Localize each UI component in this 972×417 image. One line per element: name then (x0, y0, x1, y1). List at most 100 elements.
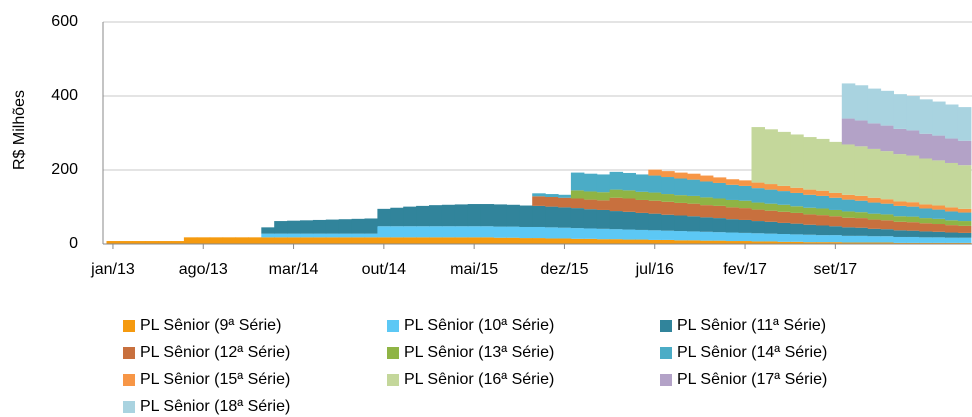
area-segment (622, 198, 636, 212)
area-segment (570, 228, 585, 239)
area-segment (532, 205, 546, 227)
area-segment (196, 237, 211, 244)
area-segment (661, 177, 675, 195)
area-segment (880, 236, 894, 243)
area-segment (467, 226, 482, 238)
legend-label: PL Sênior (16ª Série) (404, 371, 554, 388)
area-segment (609, 211, 624, 230)
area-segment (429, 237, 443, 244)
area-segment (248, 237, 262, 244)
area-segment (635, 199, 649, 213)
area-segment (493, 237, 507, 244)
area-segment (919, 133, 933, 159)
area-segment (454, 226, 469, 238)
area-segment (906, 230, 920, 237)
area-segment (764, 221, 778, 234)
area-segment (957, 237, 972, 243)
area-segment (674, 172, 688, 179)
area-segment (957, 232, 972, 238)
area-segment (712, 232, 727, 241)
area-segment (828, 216, 843, 227)
area-segment (957, 242, 972, 244)
area-segment (893, 205, 907, 217)
area-segment (545, 197, 559, 207)
area-segment (764, 233, 778, 242)
area-segment (893, 221, 907, 231)
area-segment (854, 218, 869, 228)
area-segment (532, 196, 546, 206)
area-segment (816, 225, 830, 236)
area-segment (854, 120, 869, 147)
area-segment (932, 135, 946, 161)
area-segment (919, 242, 933, 244)
area-segment (854, 85, 869, 121)
area-segment (893, 201, 907, 206)
area-segment (106, 241, 120, 244)
area-segment (725, 207, 740, 220)
area-segment (648, 169, 662, 176)
area-segment (325, 237, 340, 244)
area-segment (919, 99, 933, 134)
area-segment (803, 242, 817, 244)
area-segment (622, 229, 636, 240)
area-segment (919, 204, 933, 209)
area-segment (687, 203, 701, 217)
area-segment (364, 218, 378, 234)
area-segment (725, 184, 740, 200)
legend-label: PL Sênior (11ª Série) (677, 317, 826, 334)
area-segment (906, 96, 920, 131)
area-segment (338, 233, 353, 238)
area-segment (854, 227, 869, 236)
area-segment (880, 125, 894, 152)
area-segment (945, 242, 959, 244)
area-segment (674, 195, 688, 203)
area-segment (674, 178, 688, 196)
area-segment (841, 242, 856, 244)
area-segment (841, 199, 856, 212)
area-segment (506, 237, 520, 244)
area-segment (893, 154, 907, 202)
area-segment (635, 174, 649, 192)
area-segment (558, 194, 572, 198)
area-segment (906, 216, 920, 223)
area-segment (519, 205, 533, 227)
area-segment (957, 107, 972, 141)
area-segment (351, 233, 366, 238)
area-segment (751, 182, 765, 189)
area-segment (661, 194, 675, 202)
area-segment (661, 239, 675, 244)
area-segment (906, 202, 920, 207)
area-segment (609, 189, 624, 198)
area-segment (932, 101, 946, 136)
area-segment (803, 224, 817, 235)
area-segment (816, 235, 830, 243)
legend-label: PL Sênior (9ª Série) (140, 317, 281, 334)
legend-label: PL Sênior (12ª Série) (140, 344, 290, 361)
area-segment (390, 226, 404, 238)
area-segment (841, 144, 856, 195)
area-segment (854, 200, 869, 213)
legend-label: PL Sênior (18ª Série) (140, 398, 290, 415)
area-segment (945, 207, 959, 212)
area-segment (751, 233, 765, 242)
x-tick-label: dez/15 (540, 261, 588, 278)
area-segment (751, 188, 765, 203)
area-segment (919, 237, 933, 243)
area-segment (583, 238, 598, 244)
area-segment (674, 202, 688, 216)
area-segment (467, 204, 482, 227)
area-segment (893, 94, 907, 129)
area-segment (932, 224, 946, 232)
area-segment (932, 218, 946, 225)
area-segment (622, 190, 636, 199)
area-segment (171, 241, 185, 244)
area-segment (919, 208, 933, 219)
area-segment (751, 202, 765, 210)
x-tick-label: out/14 (362, 261, 407, 278)
legend-swatch (387, 320, 399, 332)
area-segment (777, 222, 791, 235)
area-segment (454, 204, 469, 227)
x-tick-label: mai/15 (450, 261, 498, 278)
area-segment (416, 226, 430, 238)
legend-swatch (123, 347, 135, 359)
